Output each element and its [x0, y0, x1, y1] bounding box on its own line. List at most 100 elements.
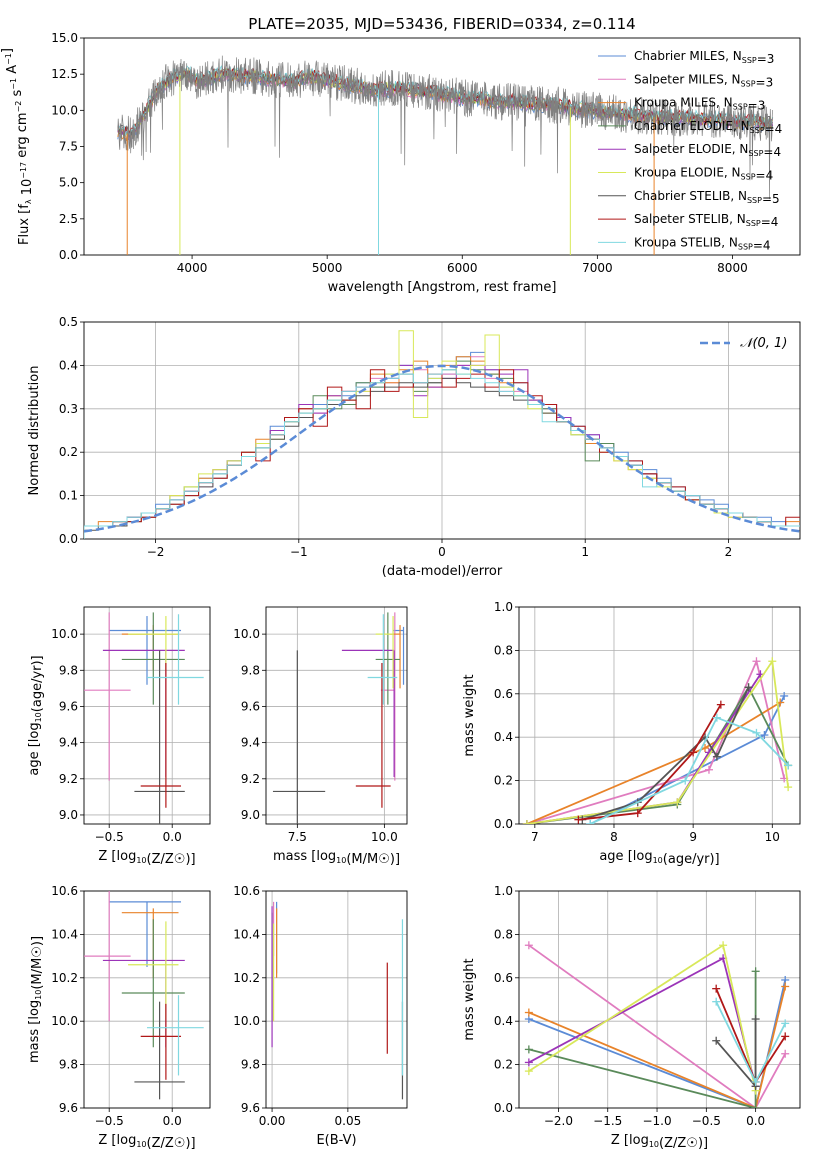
label-part: ]: [0, 48, 15, 53]
axes-frame: [83, 606, 211, 825]
label-sub: 10: [34, 990, 43, 1000]
y-tick-label: 10.2: [233, 971, 260, 985]
y-tick-label: 0.0: [59, 532, 78, 546]
x-tick-label: −0.5: [95, 1114, 124, 1128]
y-tick-label: 0.8: [494, 643, 513, 657]
axes-frame: [265, 890, 408, 1109]
label-part: E(B-V): [316, 1133, 356, 1148]
label-part: log: [27, 1000, 42, 1020]
x-tick-label: 8000: [717, 261, 748, 275]
label-sub: 10: [649, 1140, 659, 1149]
y-axis-label: Normed distribution: [27, 366, 42, 496]
legend-label: 𝒩(0, 1): [740, 336, 787, 351]
label-part: log: [629, 1133, 649, 1148]
label-part: Kroupa STELIB, N: [634, 235, 738, 249]
axes-frame: [83, 37, 801, 256]
label-part: SSP: [742, 56, 757, 65]
label-part: =5: [762, 192, 780, 206]
plot-layer: 4000 5000 6000 7000 80000.02.55.07.510.012.5…: [0, 31, 801, 1151]
y-tick-label: 10.4: [233, 927, 260, 941]
label-part: log: [117, 849, 137, 864]
x-tick-label: 7.5: [288, 830, 307, 844]
label-part: SSP: [741, 79, 756, 88]
label-part: Salpeter MILES, N: [634, 72, 741, 86]
y-tick-label: 10.6: [51, 884, 78, 898]
label-part: SSP: [750, 126, 765, 135]
label-part: mass [: [273, 849, 316, 864]
label-part: (data-model)/error: [382, 564, 503, 579]
axes-frame: [83, 321, 801, 540]
x-tick-label: −0.5: [692, 1114, 721, 1128]
label-part: =3: [756, 75, 774, 89]
y-tick-label: 0.0: [494, 817, 513, 831]
label-part: SSP: [738, 242, 753, 251]
label-part: Chabrier MILES, N: [634, 49, 742, 63]
label-part: =4: [753, 238, 771, 252]
x-tick-label: 0.0: [163, 1114, 182, 1128]
y-tick-label: 0.5: [59, 315, 78, 329]
x-tick-label: 0.00: [259, 1114, 286, 1128]
y-tick-label: 1.0: [494, 600, 513, 614]
legend-label: Kroupa MILES, NSSP=3: [634, 96, 765, 113]
x-tick-label: −0.5: [95, 830, 124, 844]
x-tick-label: 9: [689, 830, 697, 844]
label-sub: 10: [136, 1140, 146, 1149]
plot-area: [84, 891, 204, 1100]
x-axis-label: (data-model)/error: [382, 564, 503, 579]
y-tick-label: 9.8: [241, 663, 260, 677]
y-tick-label: 9.0: [241, 808, 260, 822]
y-tick-label: 9.6: [59, 699, 78, 713]
label-part: age [: [599, 849, 632, 864]
y-tick-label: 0.8: [494, 927, 513, 941]
x-tick-label: −2: [147, 545, 165, 559]
plot-area: [522, 657, 793, 824]
label-part: =3: [757, 52, 775, 66]
y-tick-label: 10.0: [51, 103, 78, 117]
label-part: SSP: [741, 173, 756, 182]
x-tick-label: 6000: [447, 261, 478, 275]
mass-weight-line: [528, 944, 786, 1108]
label-part: (Z/Z☉)]: [147, 852, 196, 867]
label-part: 10: [20, 179, 35, 200]
label-part: =4: [763, 145, 781, 159]
label-part: −17: [19, 162, 28, 179]
legend-label: Salpeter MILES, NSSP=3: [634, 72, 773, 89]
plot-area: [272, 612, 405, 824]
y-tick-label: 9.2: [59, 772, 78, 786]
mass-weight-line: [526, 685, 789, 824]
chart-age-vs-z: −0.5 0.09.09.29.49.69.810.0Z [log10(Z/Z☉)…: [27, 606, 211, 867]
y-tick-label: 0.0: [494, 1101, 513, 1115]
y-tick-label: 0.1: [59, 489, 78, 503]
y-tick-label: 1.0: [494, 884, 513, 898]
y-tick-label: 9.2: [241, 772, 260, 786]
x-tick-label: 8: [610, 830, 618, 844]
mass-weight-line: [528, 986, 787, 1108]
x-axis-label: Z [log10(Z/Z☉)]: [611, 1133, 708, 1151]
x-tick-label: 7: [531, 830, 539, 844]
x-tick-label: 4000: [177, 261, 208, 275]
label-sub: 10: [136, 856, 146, 865]
label-sub: 10: [336, 856, 346, 865]
x-tick-label: −1: [290, 545, 308, 559]
y-tick-label: 9.8: [59, 663, 78, 677]
label-part: =4: [761, 215, 779, 229]
gaussian-curve: [84, 364, 800, 533]
label-part: =4: [756, 169, 774, 183]
label-part: −1: [9, 78, 18, 90]
y-tick-label: 10.2: [51, 971, 78, 985]
y-tick-label: 10.0: [51, 1014, 78, 1028]
y-axis-label: mass weight: [462, 674, 477, 756]
label-part: log: [27, 722, 42, 742]
axes-frame: [265, 606, 408, 825]
y-tick-label: 12.5: [51, 67, 78, 81]
legend-label: Chabrier STELIB, NSSP=5: [634, 189, 780, 206]
label-part: mass weight: [462, 958, 477, 1040]
y-tick-label: 5.0: [59, 176, 78, 190]
x-tick-label: 7000: [582, 261, 613, 275]
figure-title: PLATE=2035, MJD=53436, FIBERID=0334, z=0…: [248, 15, 635, 33]
y-tick-label: 2.5: [59, 212, 78, 226]
legend-label: Salpeter STELIB, NSSP=4: [634, 212, 778, 229]
label-part: Kroupa MILES, N: [634, 96, 733, 110]
